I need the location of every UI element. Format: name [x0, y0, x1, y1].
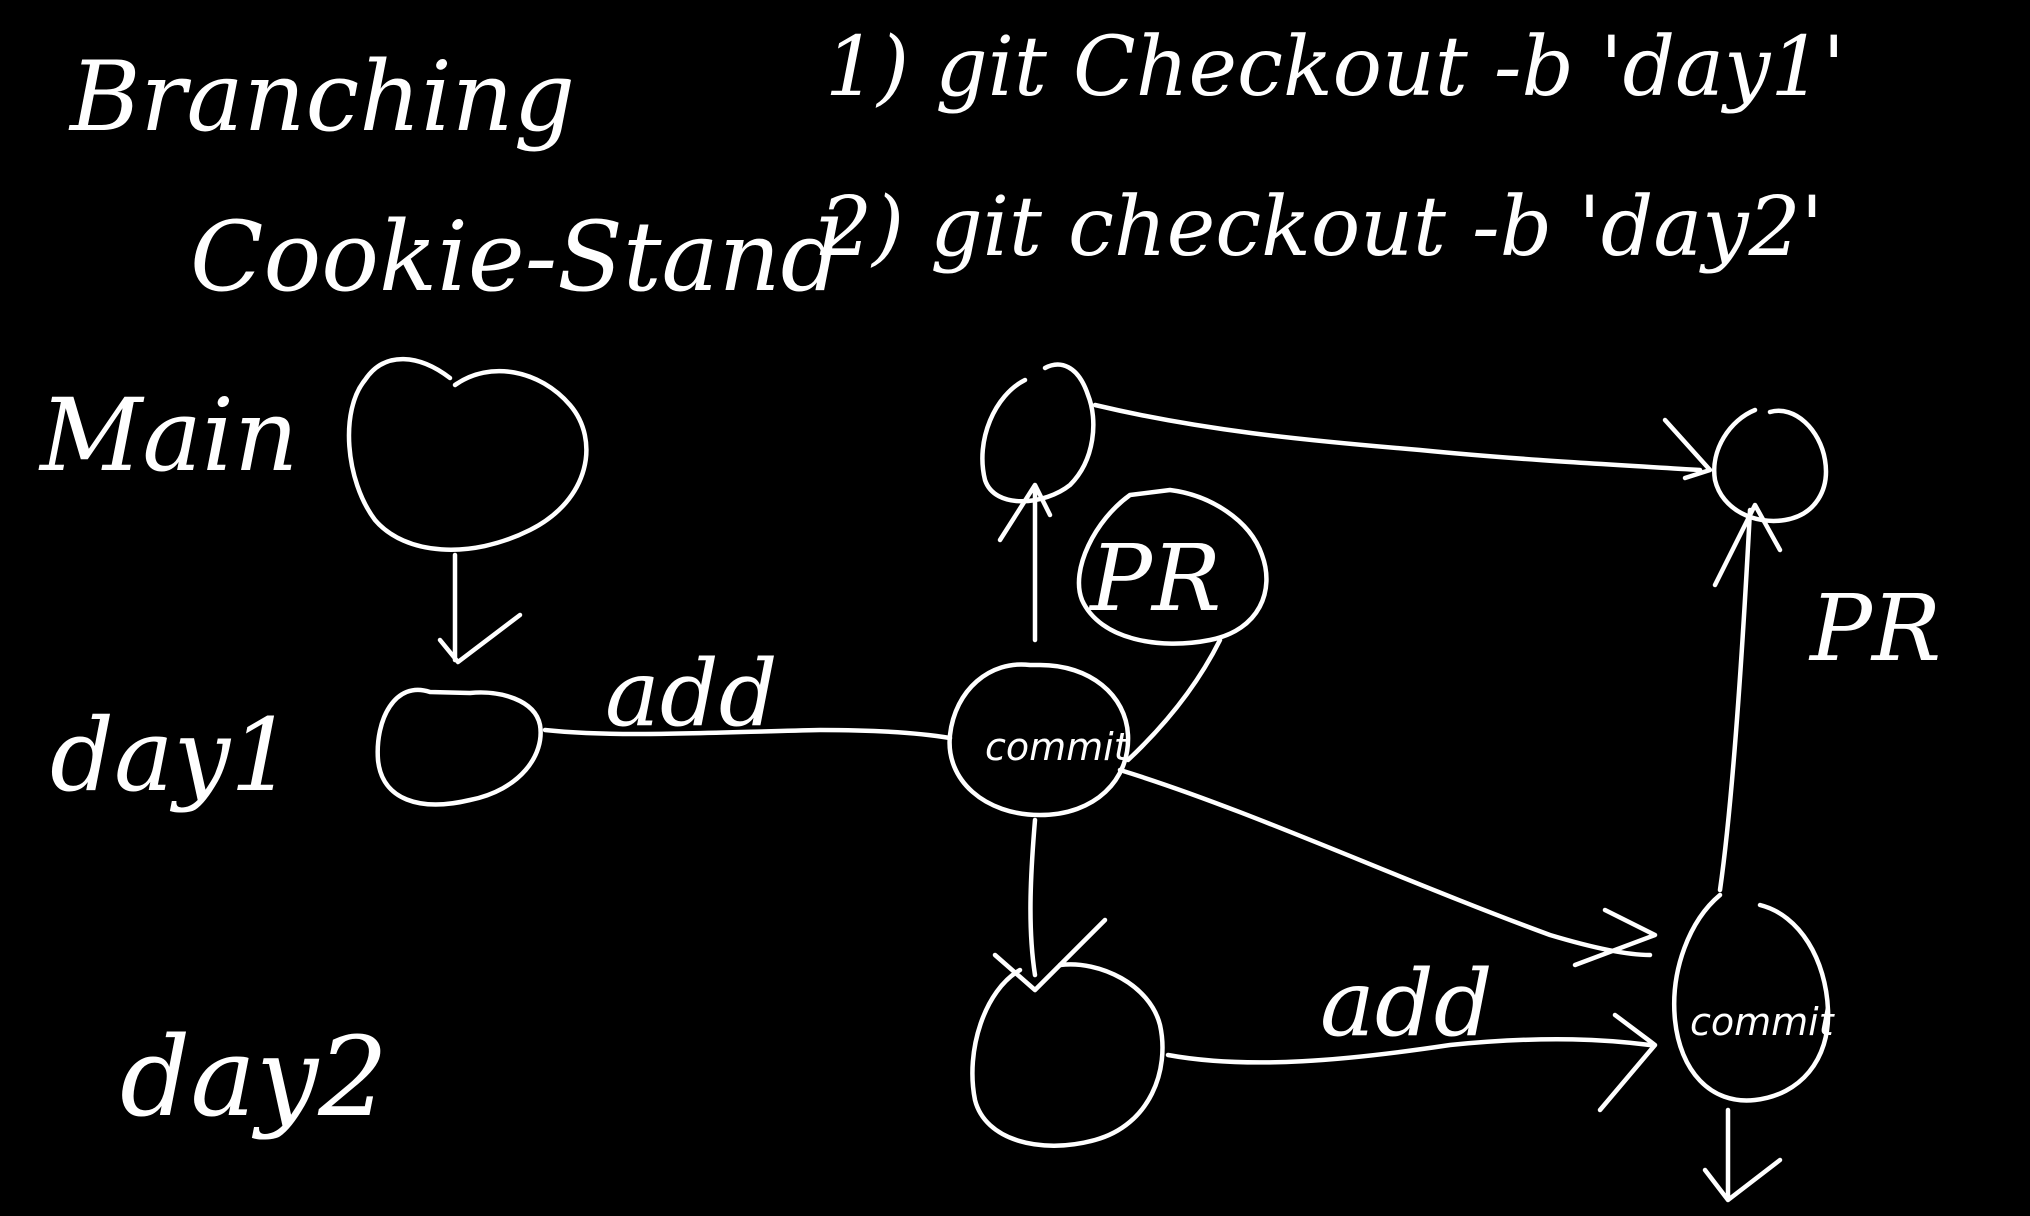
- main-node-middle: [980, 362, 1096, 504]
- pr-bubble-first: [1076, 487, 1269, 646]
- branch-label-day2: day2: [120, 1013, 388, 1141]
- arrow-day2-commit-down: [1702, 1107, 1783, 1203]
- arrowhead-day2: [1597, 1012, 1658, 1113]
- title-line1: Branching: [68, 41, 575, 153]
- label-pr-first: PR: [1088, 525, 1221, 632]
- label-add-day2: add: [1320, 950, 1493, 1057]
- step-1: 1) git Checkout -b 'day1': [825, 20, 1845, 115]
- day2-line-to-commit: [1165, 1036, 1653, 1065]
- arrow-main-to-day1: [437, 552, 523, 665]
- arrowhead-diagonal: [1572, 907, 1658, 968]
- day1-commit-node: [947, 662, 1131, 818]
- main-node-left: [346, 356, 589, 552]
- step-2: 2) git checkout -b 'day2': [819, 180, 1823, 275]
- day1-node: [375, 687, 543, 807]
- arrowhead-main-right: [1662, 417, 1713, 481]
- arrow-commit-to-day2: [992, 817, 1108, 993]
- branch-label-day1: day1: [50, 697, 294, 814]
- label-commit-day1: commit: [985, 725, 1131, 769]
- pr-tail-first: [1125, 637, 1223, 763]
- arrow-day2-to-main: [1712, 502, 1783, 893]
- day2-node: [970, 962, 1165, 1148]
- branch-label-main: Main: [38, 377, 298, 494]
- day1-line-to-commit: [542, 727, 953, 741]
- day2-commit-node: [1672, 892, 1831, 1103]
- title-line2: Cookie-Stand: [190, 201, 842, 313]
- main-node-right: [1711, 407, 1829, 524]
- label-commit-day2: commit: [1690, 1000, 1836, 1044]
- label-add-day1: add: [605, 640, 778, 747]
- label-pr-second: PR: [1808, 575, 1941, 682]
- main-line-to-right: [1092, 402, 1703, 473]
- arrow-commit-to-main: [997, 482, 1053, 643]
